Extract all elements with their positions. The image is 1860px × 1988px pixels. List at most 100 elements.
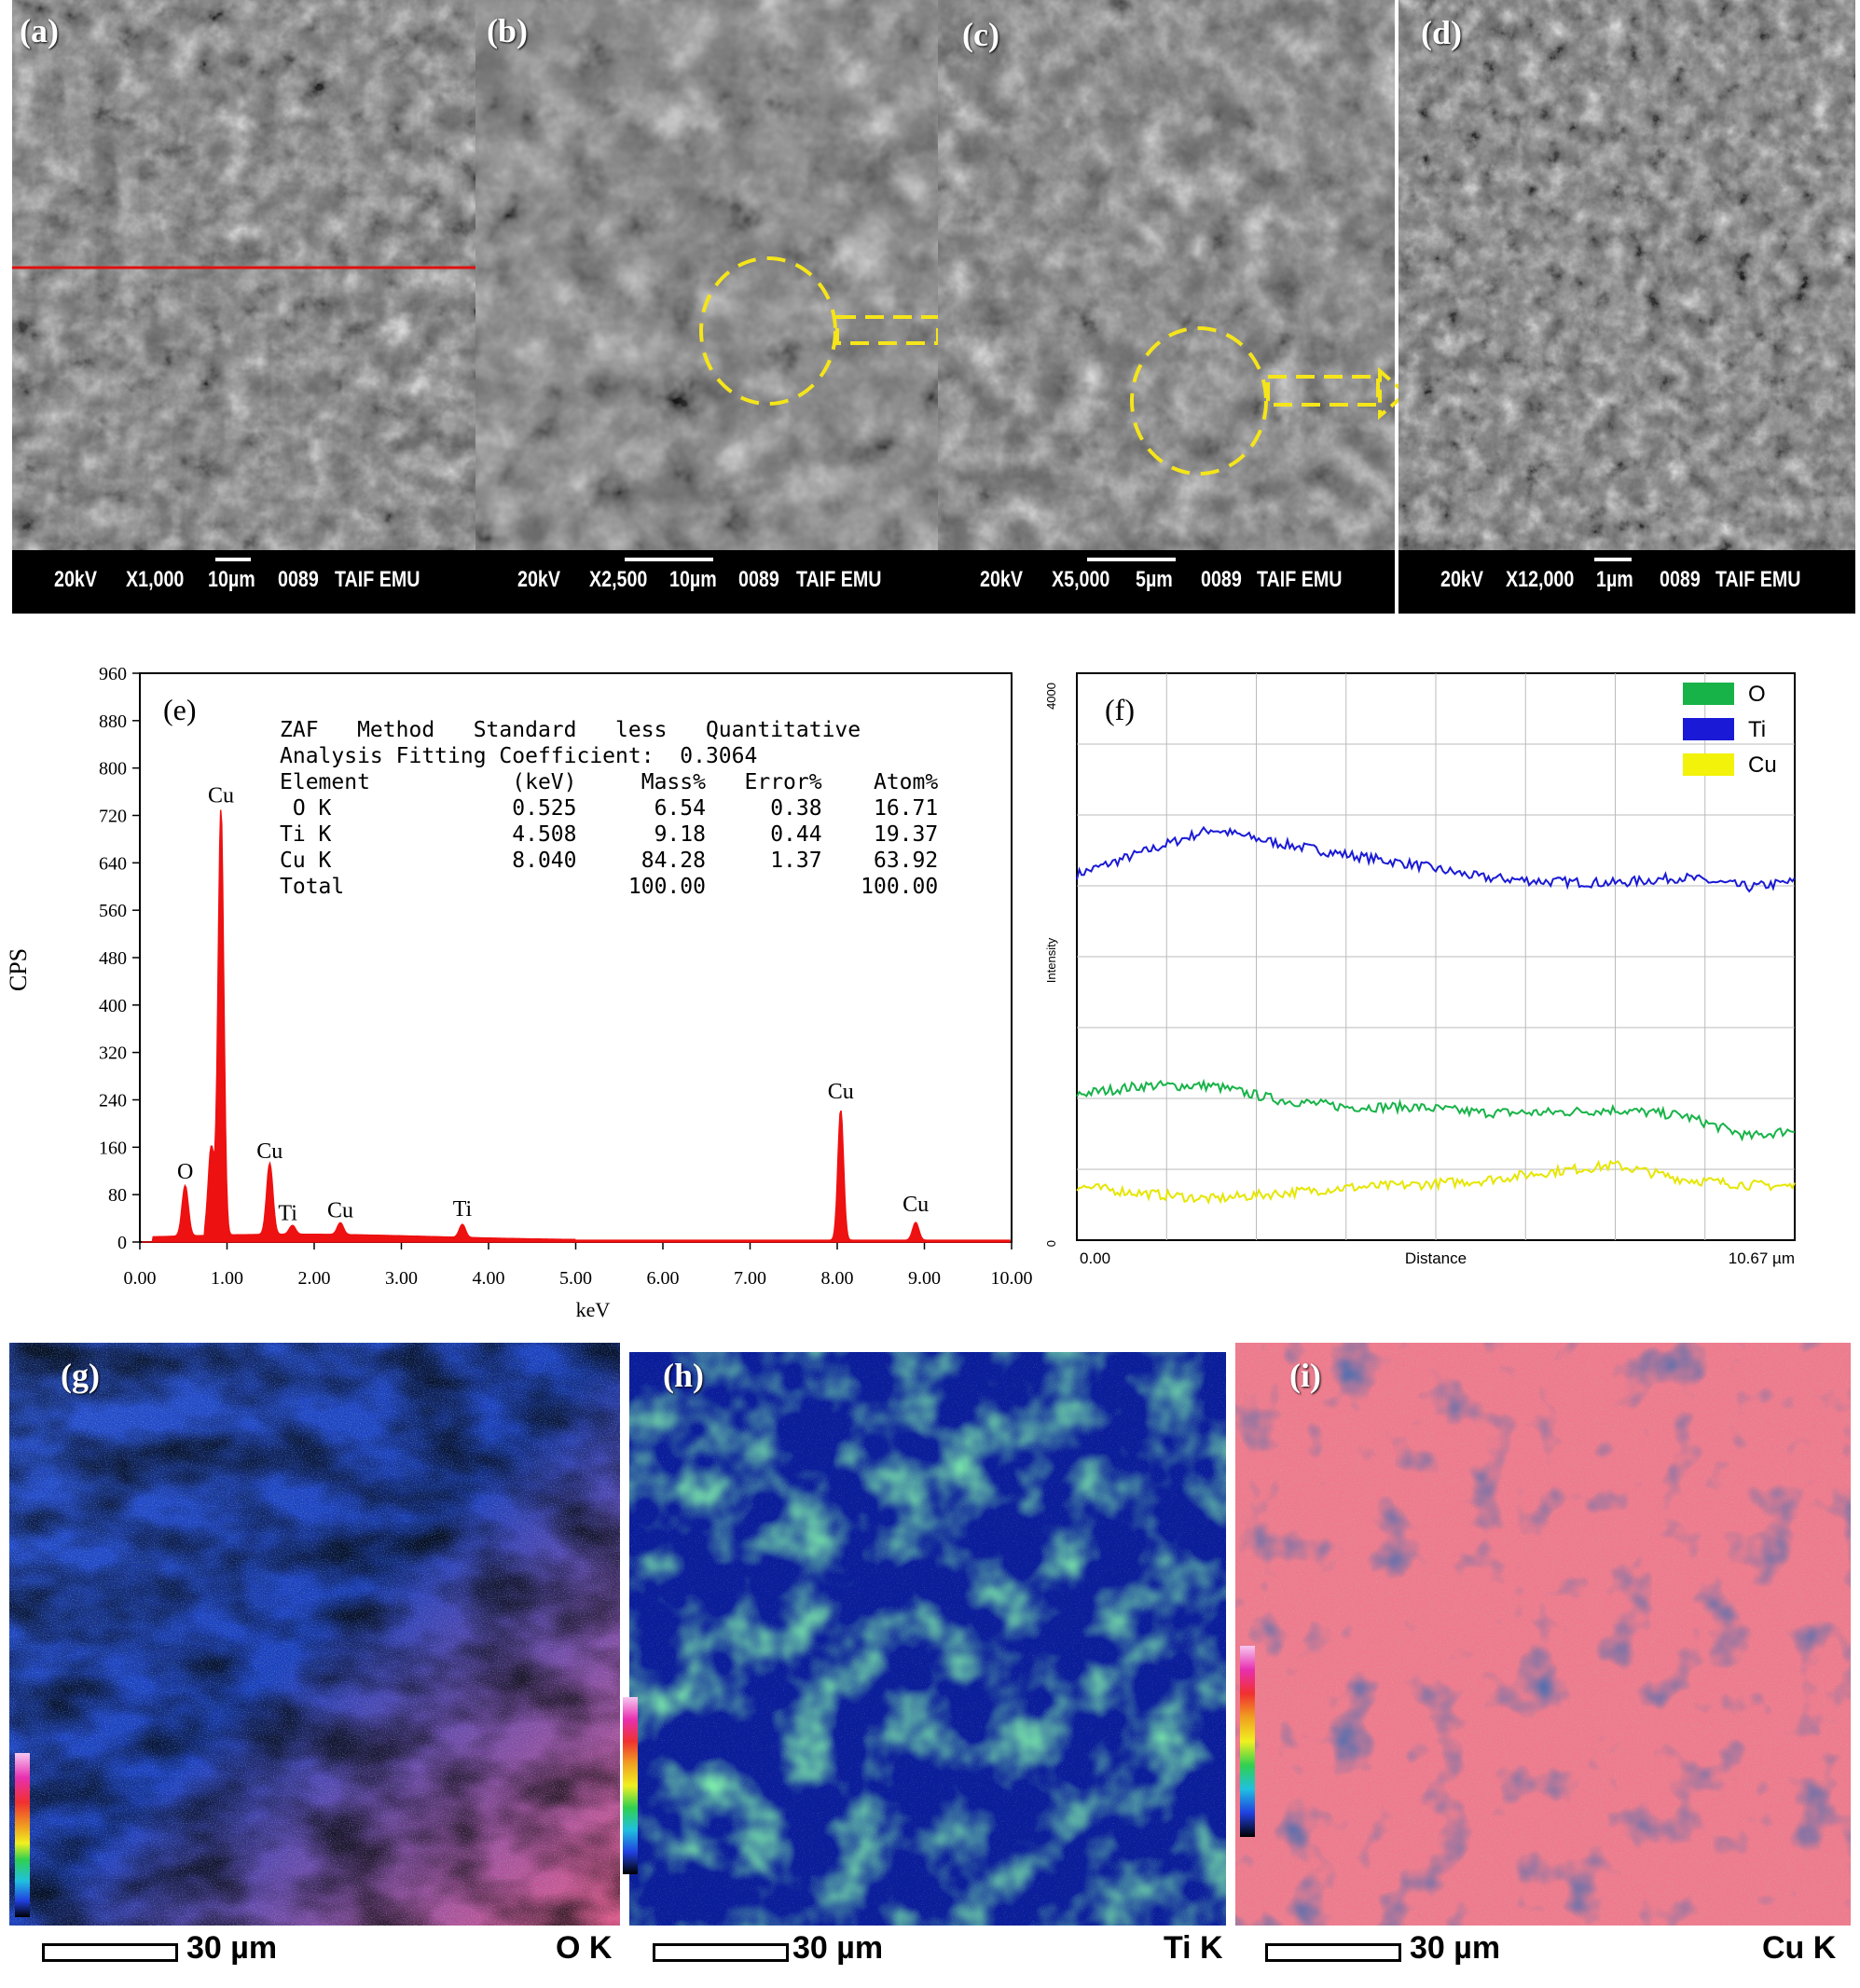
scale-bar-cu bbox=[1265, 1943, 1401, 1962]
y-tick-label: 480 bbox=[99, 948, 127, 969]
x-tick-label: 10.00 bbox=[991, 1268, 1033, 1289]
y-axis-label: CPS bbox=[5, 948, 32, 991]
element-map-ti: (h) bbox=[629, 1352, 1226, 1926]
line-scan-chart: 4000 0 Intensity 0.00 Distance 10.67 µm … bbox=[1044, 672, 1796, 1267]
y-tick-label: 400 bbox=[99, 996, 127, 1016]
series-line-cu bbox=[1076, 1159, 1796, 1205]
x-end-label: 10.67 µm bbox=[1729, 1249, 1795, 1267]
ti-map-image bbox=[629, 1352, 1226, 1926]
sem-info-bar-b: 20kV X2,500 10µm 0089 TAIF EMU bbox=[475, 550, 938, 614]
color-scale bbox=[15, 1753, 30, 1917]
sem-image-c: 20kV X5,000 5µm 0089 TAIF EMU (c) bbox=[938, 0, 1395, 614]
sem-micrograph-b bbox=[475, 0, 938, 550]
table-line: Cu K 8.040 84.28 1.37 63.92 bbox=[280, 849, 938, 873]
sem-image-d: 20kV X12,000 1µm 0089 TAIF EMU (d) bbox=[1398, 0, 1855, 614]
element-map-o: (g) bbox=[9, 1343, 620, 1926]
plot-frame bbox=[139, 672, 1013, 1243]
sem-image-a: 20kV X1,000 10µm 0089 TAIF EMU (a) bbox=[12, 0, 476, 614]
x-tick-label: 9.00 bbox=[908, 1268, 941, 1289]
y-tick-label: 80 bbox=[108, 1185, 127, 1206]
sem-panel-d: 20kV X12,000 1µm 0089 TAIF EMU (d) bbox=[1398, 0, 1855, 614]
magnification: X5,000 bbox=[1052, 567, 1110, 592]
table-line: Element (keV) Mass% Error% Atom% bbox=[280, 770, 938, 794]
panel-label-h: (h) bbox=[663, 1357, 704, 1394]
peak-label: Ti bbox=[278, 1201, 297, 1225]
peak-label: Cu bbox=[828, 1080, 854, 1104]
voltage: 20kV bbox=[517, 567, 560, 592]
y-max-label: 4000 bbox=[1044, 683, 1058, 710]
eds-spectrum-chart: 0 80 160 240 320 400 480 560 640 720 800 880 960 0.0… bbox=[5, 664, 1033, 1321]
scale-bar bbox=[625, 558, 713, 561]
panel-label-c: (c) bbox=[962, 16, 999, 53]
lab-name: TAIF EMU bbox=[335, 567, 420, 592]
panel-label-g: (g) bbox=[61, 1357, 100, 1394]
legend-swatch-o bbox=[1683, 683, 1734, 705]
sem-panel-a: 20kV X1,000 10µm 0089 TAIF EMU (a) bbox=[12, 0, 476, 614]
sem-micrograph-c bbox=[938, 0, 1395, 550]
sem-image-b: 20kV X2,500 10µm 0089 TAIF EMU (b) bbox=[475, 0, 938, 614]
element-label-cu: Cu K bbox=[1762, 1930, 1837, 1966]
scale-label: 10µm bbox=[208, 567, 255, 592]
zoom-arrow bbox=[835, 315, 938, 345]
spectrum-curve bbox=[141, 809, 1011, 1243]
panel-label-d: (d) bbox=[1421, 14, 1462, 51]
scale-label: 1µm bbox=[1596, 567, 1633, 592]
scale-bar-ti bbox=[653, 1943, 789, 1962]
sem-panel-b: 20kV X2,500 10µm 0089 TAIF EMU (b) bbox=[475, 0, 938, 614]
quant-table: ZAF Method Standard less Quantitative An… bbox=[280, 718, 938, 899]
y-min-label: 0 bbox=[1044, 1240, 1058, 1247]
y-tick-label: 160 bbox=[99, 1138, 127, 1158]
panel-label-a: (a) bbox=[20, 12, 59, 49]
element-label-o: O K bbox=[556, 1930, 613, 1966]
scale-label-ti: 30 µm bbox=[792, 1930, 884, 1966]
sem-info-bar-a: 20kV X1,000 10µm 0089 TAIF EMU bbox=[12, 550, 476, 614]
scale-bar bbox=[215, 558, 251, 561]
x-axis-label: Distance bbox=[1405, 1249, 1467, 1267]
image-id: 0089 bbox=[1660, 567, 1701, 592]
peak-label: Cu bbox=[327, 1198, 353, 1222]
lab-name: TAIF EMU bbox=[796, 567, 882, 592]
x-axis-label: keV bbox=[576, 1298, 611, 1321]
color-scale-ti bbox=[623, 1697, 638, 1874]
x-tick-label: 7.00 bbox=[734, 1268, 766, 1289]
panel-label-b: (b) bbox=[487, 12, 528, 49]
peak-label: Ti bbox=[453, 1197, 473, 1222]
sem-info-bar-d: 20kV X12,000 1µm 0089 TAIF EMU bbox=[1398, 550, 1855, 614]
zoom-arrow-tip bbox=[1378, 366, 1410, 421]
scale-label: 10µm bbox=[669, 567, 717, 592]
lab-name: TAIF EMU bbox=[1257, 567, 1343, 592]
cu-map-image bbox=[1235, 1343, 1851, 1926]
magnification: X1,000 bbox=[126, 567, 185, 592]
panel-label-e: (e) bbox=[163, 693, 197, 726]
y-tick-label: 320 bbox=[99, 1043, 127, 1064]
o-map-image bbox=[9, 1343, 620, 1926]
y-tick-label: 720 bbox=[99, 807, 127, 827]
scale-bar bbox=[1594, 558, 1632, 561]
x-tick-label: 4.00 bbox=[473, 1268, 505, 1289]
peak-label: O bbox=[177, 1160, 193, 1184]
x-start-label: 0.00 bbox=[1080, 1249, 1110, 1267]
x-tick-label: 1.00 bbox=[211, 1268, 243, 1289]
color-scale-cu bbox=[1240, 1646, 1255, 1837]
scale-label-cu: 30 µm bbox=[1410, 1930, 1501, 1966]
image-id: 0089 bbox=[1201, 567, 1242, 592]
y-axis-label: Intensity bbox=[1044, 937, 1058, 983]
y-tick-label: 640 bbox=[99, 853, 127, 874]
scale-bar bbox=[1087, 558, 1176, 561]
image-id: 0089 bbox=[738, 567, 779, 592]
scale-label: 5µm bbox=[1136, 567, 1173, 592]
scale-bar-o bbox=[42, 1943, 178, 1962]
panel-label-f: (f) bbox=[1105, 693, 1135, 726]
voltage: 20kV bbox=[980, 567, 1023, 592]
legend-label-o: O bbox=[1748, 682, 1766, 707]
y-tick-label: 880 bbox=[99, 711, 127, 732]
table-line: Total 100.00 100.00 bbox=[280, 875, 938, 899]
legend: O Ti Cu bbox=[1683, 682, 1777, 778]
table-line: ZAF Method Standard less Quantitative bbox=[280, 718, 861, 742]
table-line: Ti K 4.508 9.18 0.44 19.37 bbox=[280, 822, 938, 847]
element-map-cu: (i) bbox=[1235, 1343, 1851, 1926]
legend-swatch-ti bbox=[1683, 718, 1734, 740]
table-line: O K 0.525 6.54 0.38 16.71 bbox=[280, 796, 938, 821]
image-id: 0089 bbox=[278, 567, 319, 592]
lab-name: TAIF EMU bbox=[1715, 567, 1801, 592]
